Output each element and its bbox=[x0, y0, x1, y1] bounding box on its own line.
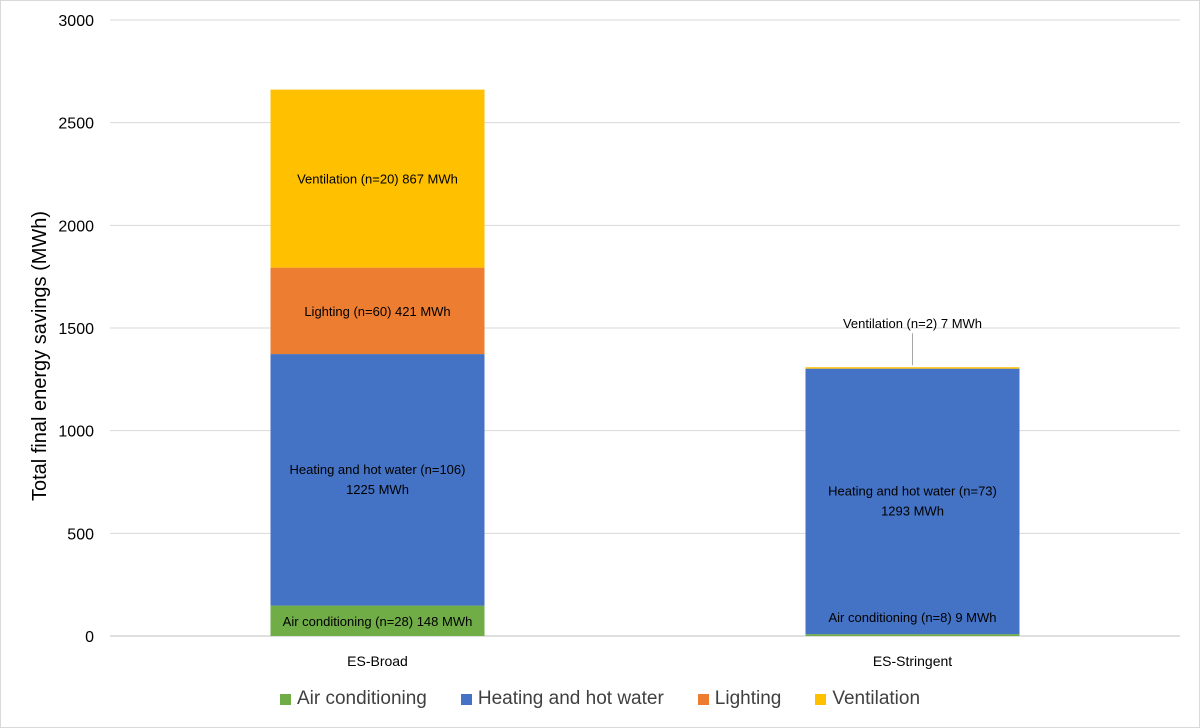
legend-swatch bbox=[697, 693, 709, 705]
legend-label: Air conditioning bbox=[296, 688, 427, 709]
x-tick-label: ES-Broad bbox=[347, 653, 408, 669]
bar-segment-heating-and-hot-water bbox=[805, 368, 1020, 635]
y-tick-label: 0 bbox=[85, 629, 94, 646]
legend-label: Heating and hot water bbox=[477, 688, 664, 709]
bar-segment-air-conditioning bbox=[270, 605, 485, 636]
legend-label: Ventilation bbox=[832, 688, 921, 709]
legend-item: Ventilation bbox=[815, 688, 920, 710]
bar-segment-ventilation bbox=[805, 367, 1020, 369]
legend-swatch bbox=[460, 693, 472, 705]
legend-item: Air conditioning bbox=[279, 688, 427, 710]
data-label: Heating and hot water (n=73) 1293 MWh bbox=[828, 483, 997, 518]
y-tick-label: 1000 bbox=[58, 424, 94, 441]
y-tick-label: 3000 bbox=[58, 13, 94, 30]
legend-label: Lighting bbox=[714, 688, 782, 709]
bar-segment-heating-and-hot-water bbox=[270, 354, 485, 606]
x-tick-label: ES-Stringent bbox=[873, 653, 952, 669]
y-axis-label: Total final energy savings (MWh) bbox=[29, 211, 51, 501]
y-tick-label: 1500 bbox=[58, 321, 94, 338]
y-axis-ticks: 0 500 1000 1500 2000 2500 3000 bbox=[58, 13, 94, 646]
bar-segment-air-conditioning bbox=[805, 634, 1020, 636]
legend-swatch bbox=[279, 693, 291, 705]
bars: Air conditioning (n=28) 148 MWh Heating a… bbox=[270, 89, 1020, 636]
bar-segment-lighting bbox=[270, 267, 485, 355]
data-label: Heating and hot water (n=106) 1225 MWh bbox=[290, 462, 466, 497]
legend: Air conditioning Heating and hot water Lig… bbox=[0, 686, 1200, 712]
legend-swatch bbox=[815, 693, 827, 705]
data-label: Air conditioning (n=28) 148 MWh bbox=[283, 614, 473, 629]
legend-item: Heating and hot water bbox=[460, 688, 664, 710]
y-tick-label: 500 bbox=[67, 526, 94, 543]
data-label: Air conditioning (n=8) 9 MWh bbox=[829, 610, 997, 625]
legend-item: Lighting bbox=[697, 688, 782, 710]
data-label: Lighting (n=60) 421 MWh bbox=[304, 304, 450, 319]
data-label: Ventilation (n=2) 7 MWh bbox=[843, 316, 982, 331]
bar-segment-ventilation bbox=[270, 89, 485, 268]
y-tick-label: 2500 bbox=[58, 116, 94, 133]
x-axis-ticks: ES-Broad ES-Stringent bbox=[347, 653, 952, 669]
y-tick-label: 2000 bbox=[58, 218, 94, 235]
data-label: Ventilation (n=20) 867 MWh bbox=[297, 172, 458, 187]
